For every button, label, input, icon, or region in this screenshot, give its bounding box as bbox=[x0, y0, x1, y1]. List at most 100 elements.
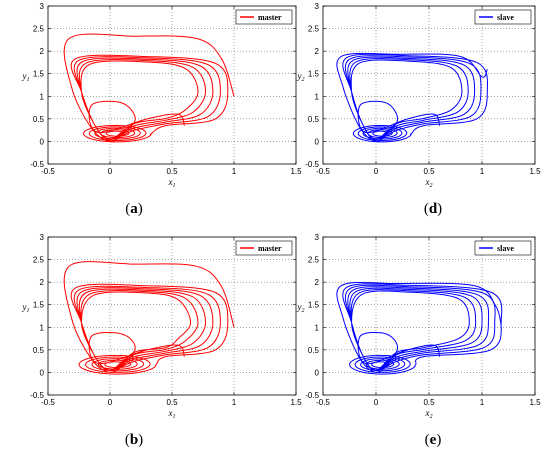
y-tick-label: 0.5 bbox=[33, 346, 45, 355]
legend-label: slave bbox=[497, 13, 514, 22]
legend: slave bbox=[474, 240, 532, 256]
chart-panel-b: -0.5 0 0.5 1 1.5-0.500.511.522.53x1y1master(… bbox=[22, 233, 303, 448]
legend-box bbox=[235, 240, 293, 256]
x-tick-label: 0.5 bbox=[423, 167, 435, 176]
series-line-master bbox=[63, 33, 235, 143]
y-tick-label: 2 bbox=[315, 47, 320, 56]
y-tick-label: 3 bbox=[315, 2, 320, 11]
legend-box bbox=[474, 240, 532, 256]
y-tick-label: 0 bbox=[40, 137, 45, 146]
panel-label: (d) bbox=[424, 201, 442, 217]
y-tick-label: 2.5 bbox=[308, 25, 320, 34]
y-tick-label: 0.5 bbox=[308, 346, 320, 355]
y-tick-label: 0 bbox=[315, 368, 320, 377]
y-tick-label: 2 bbox=[40, 278, 45, 287]
y-tick-label: 1.5 bbox=[308, 301, 320, 310]
chart-panel-e: -0.5 0 0.5 1 1.5-0.500.511.522.53x2y2slave(e… bbox=[297, 233, 542, 448]
ticks: -0.5 0 0.5 1 1.5-0.500.511.522.53 bbox=[305, 233, 541, 407]
y-tick-label: 2.5 bbox=[308, 256, 320, 265]
y-tick-label: 1 bbox=[40, 323, 45, 332]
x-tick-label: 0.5 bbox=[166, 167, 178, 176]
series-line-slave bbox=[336, 52, 489, 143]
y-axis-subscript: 1 bbox=[27, 308, 30, 314]
x-axis-label: x1 bbox=[168, 408, 176, 420]
y-tick-label: 1 bbox=[315, 92, 320, 101]
y-tick-label: -0.5 bbox=[30, 160, 44, 169]
panel-label: (b) bbox=[125, 432, 143, 448]
y-tick-label: 1.5 bbox=[308, 70, 320, 79]
y-tick-label: 1.5 bbox=[33, 301, 45, 310]
panel-label-letter: b bbox=[130, 432, 138, 448]
panel-label-close: ) bbox=[436, 432, 441, 448]
x-axis-subscript: 1 bbox=[173, 183, 176, 189]
x-tick-label: 0.5 bbox=[166, 398, 178, 407]
y-axis-label: y2 bbox=[297, 71, 305, 83]
y-tick-label: 0.5 bbox=[308, 115, 320, 124]
x-tick-label: 1 bbox=[480, 398, 485, 407]
chart-panel-d: -0.5 0 0.5 1 1.5-0.500.511.522.53x2y2slave(d… bbox=[297, 2, 542, 217]
ticks: -0.5 0 0.5 1 1.5-0.500.511.522.53 bbox=[30, 233, 302, 407]
x-tick-label: 1.5 bbox=[529, 167, 541, 176]
y-tick-label: 3 bbox=[40, 2, 45, 11]
x-tick-label: -0.5 bbox=[41, 398, 55, 407]
x-tick-label: 1 bbox=[480, 167, 485, 176]
y-tick-label: 1 bbox=[40, 92, 45, 101]
ticks: -0.5 0 0.5 1 1.5-0.500.511.522.53 bbox=[305, 2, 541, 176]
x-axis-label: x2 bbox=[425, 408, 433, 420]
y-axis-label: y2 bbox=[297, 302, 305, 314]
panel-label-open: ( bbox=[425, 432, 430, 448]
x-tick-label: 0 bbox=[108, 398, 113, 407]
panel-label-close: ) bbox=[138, 201, 143, 217]
y-tick-label: 2 bbox=[40, 47, 45, 56]
x-tick-label: 1.5 bbox=[290, 398, 302, 407]
legend-box bbox=[474, 9, 532, 25]
x-tick-label: -0.5 bbox=[316, 398, 330, 407]
panel-label-letter: e bbox=[430, 432, 437, 448]
x-tick-label: 0 bbox=[108, 167, 113, 176]
panel-label-open: ( bbox=[424, 201, 429, 217]
x-axis-subscript: 2 bbox=[430, 414, 433, 420]
panel-label-open: ( bbox=[125, 201, 130, 217]
series-line-slave bbox=[336, 281, 503, 375]
panel-label-letter: a bbox=[130, 201, 138, 217]
x-axis-label: x1 bbox=[168, 177, 176, 189]
legend-label: master bbox=[258, 244, 282, 253]
y-tick-label: 1 bbox=[315, 323, 320, 332]
y-tick-label: 2.5 bbox=[33, 25, 45, 34]
y-tick-label: -0.5 bbox=[30, 391, 44, 400]
y-tick-label: -0.5 bbox=[305, 160, 319, 169]
legend-label: master bbox=[258, 13, 282, 22]
y-axis-subscript: 1 bbox=[27, 77, 30, 83]
x-tick-label: 0 bbox=[374, 398, 379, 407]
x-tick-label: 0 bbox=[374, 167, 379, 176]
ticks: -0.5 0 0.5 1 1.5-0.500.511.522.53 bbox=[30, 2, 302, 176]
x-tick-label: 1 bbox=[232, 167, 237, 176]
legend: slave bbox=[474, 9, 532, 25]
chart-panel-a: -0.5 0 0.5 1 1.5-0.500.511.522.53x1y1master(… bbox=[22, 2, 303, 217]
panel-label-letter: d bbox=[429, 201, 438, 217]
x-tick-label: 0.5 bbox=[423, 398, 435, 407]
panel-label: (a) bbox=[125, 201, 143, 217]
y-tick-label: 2.5 bbox=[33, 256, 45, 265]
legend: master bbox=[235, 240, 293, 256]
y-tick-label: 1.5 bbox=[33, 70, 45, 79]
y-tick-label: 3 bbox=[40, 233, 45, 242]
x-tick-label: 1.5 bbox=[529, 398, 541, 407]
x-axis-subscript: 1 bbox=[173, 414, 176, 420]
panel-label-close: ) bbox=[138, 432, 143, 448]
y-axis-label: y1 bbox=[22, 302, 30, 314]
y-tick-label: 0 bbox=[40, 368, 45, 377]
x-axis-subscript: 2 bbox=[430, 183, 433, 189]
y-axis-subscript: 2 bbox=[302, 308, 305, 314]
panel-label: (e) bbox=[425, 432, 442, 448]
x-tick-label: 1 bbox=[232, 398, 237, 407]
x-tick-label: -0.5 bbox=[316, 167, 330, 176]
series-line-master bbox=[63, 261, 235, 375]
panel-label-open: ( bbox=[125, 432, 130, 448]
legend-box bbox=[235, 9, 293, 25]
x-axis-label: x2 bbox=[425, 177, 433, 189]
legend: master bbox=[235, 9, 293, 25]
x-tick-label: 1.5 bbox=[290, 167, 302, 176]
y-tick-label: -0.5 bbox=[305, 391, 319, 400]
y-axis-subscript: 2 bbox=[302, 77, 305, 83]
